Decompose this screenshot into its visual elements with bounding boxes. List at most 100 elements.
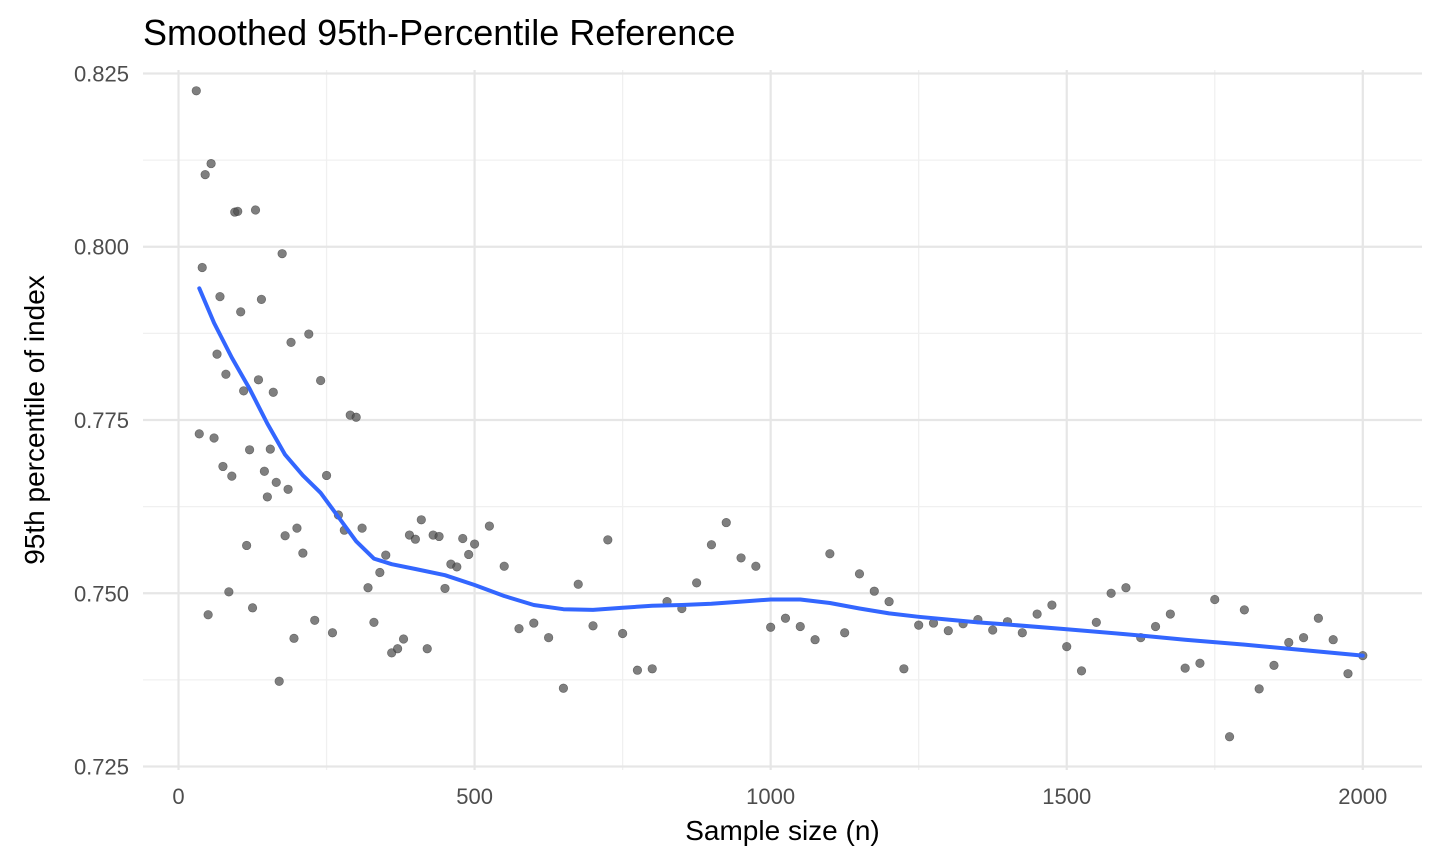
data-point <box>692 578 702 588</box>
data-point <box>514 624 524 634</box>
data-point <box>363 583 373 593</box>
y-tick-label: 0.775 <box>74 408 129 433</box>
data-point <box>499 561 509 571</box>
data-point <box>247 603 258 613</box>
data-point <box>259 466 269 476</box>
data-point <box>256 294 267 305</box>
x-tick-label: 1500 <box>1042 784 1091 809</box>
data-point <box>212 349 222 359</box>
data-point <box>215 292 225 302</box>
data-point <box>227 471 237 481</box>
data-point <box>721 517 731 528</box>
data-point <box>351 412 361 422</box>
data-point <box>236 307 246 317</box>
data-point <box>316 375 326 386</box>
y-tick-label: 0.750 <box>74 581 129 606</box>
data-point <box>1254 684 1264 694</box>
data-point <box>558 683 569 693</box>
data-point <box>1210 594 1220 605</box>
data-point <box>197 262 207 273</box>
data-point <box>440 583 450 594</box>
data-point <box>1195 658 1205 668</box>
chart-title: Smoothed 95th-Percentile Reference <box>143 12 736 53</box>
data-point <box>751 561 761 571</box>
data-point <box>840 628 850 638</box>
y-axis-title: 95th percentile of index <box>19 275 50 565</box>
data-point <box>1091 617 1101 627</box>
data-point <box>218 461 228 472</box>
x-tick-label: 1000 <box>746 784 795 809</box>
data-point <box>398 634 409 644</box>
x-axis-title: Sample size (n) <box>685 815 880 846</box>
data-point <box>200 170 210 180</box>
data-point <box>464 549 474 560</box>
data-point <box>283 484 293 494</box>
data-point <box>194 429 204 439</box>
data-point <box>1343 669 1353 679</box>
data-point <box>1284 637 1294 648</box>
data-point <box>244 445 255 455</box>
data-point <box>357 523 367 533</box>
data-point <box>239 386 249 396</box>
data-point <box>766 622 776 632</box>
data-point <box>327 628 338 638</box>
data-point <box>416 515 426 525</box>
data-point <box>529 618 539 628</box>
data-point <box>253 375 264 385</box>
data-point <box>647 664 657 674</box>
data-point <box>1062 642 1072 652</box>
data-point <box>632 665 643 675</box>
data-point <box>250 205 261 215</box>
data-point <box>1017 628 1027 638</box>
data-point <box>286 337 296 347</box>
data-point <box>1047 600 1057 610</box>
data-point <box>458 533 468 544</box>
data-point <box>289 633 299 643</box>
data-point <box>277 249 287 259</box>
data-point <box>393 644 403 654</box>
data-point <box>1032 609 1042 619</box>
data-point <box>203 610 213 620</box>
x-tick-label: 0 <box>172 784 184 809</box>
x-tick-label: 2000 <box>1338 784 1387 809</box>
data-point <box>1298 633 1309 643</box>
data-point <box>410 534 420 544</box>
data-point <box>191 86 201 96</box>
data-point <box>1239 605 1249 615</box>
data-point <box>1269 660 1279 670</box>
data-point <box>265 444 275 454</box>
data-point <box>1180 663 1190 673</box>
data-point <box>381 550 391 560</box>
data-point <box>810 635 820 645</box>
data-point <box>271 477 281 487</box>
data-point <box>943 626 953 636</box>
data-point <box>321 470 332 481</box>
data-point <box>262 492 272 502</box>
data-point <box>469 539 480 549</box>
data-point <box>1076 666 1087 676</box>
data-point <box>1165 609 1175 619</box>
data-point <box>268 387 278 397</box>
data-point <box>1106 588 1116 598</box>
data-point <box>233 206 243 216</box>
data-point <box>452 562 462 572</box>
data-point <box>242 540 252 551</box>
data-point <box>854 569 865 579</box>
data-point <box>375 567 385 578</box>
data-point <box>603 535 613 545</box>
data-point <box>206 158 216 169</box>
data-point <box>484 521 494 531</box>
data-point <box>310 615 320 625</box>
data-point <box>706 540 717 550</box>
data-point <box>280 531 290 541</box>
data-point <box>588 621 598 631</box>
data-point <box>825 549 835 559</box>
data-point <box>221 369 231 379</box>
data-point <box>434 531 444 542</box>
y-tick-label: 0.825 <box>74 61 129 86</box>
data-point <box>1328 635 1338 645</box>
data-point <box>298 548 308 558</box>
data-point <box>1313 613 1323 623</box>
data-point <box>304 329 314 339</box>
